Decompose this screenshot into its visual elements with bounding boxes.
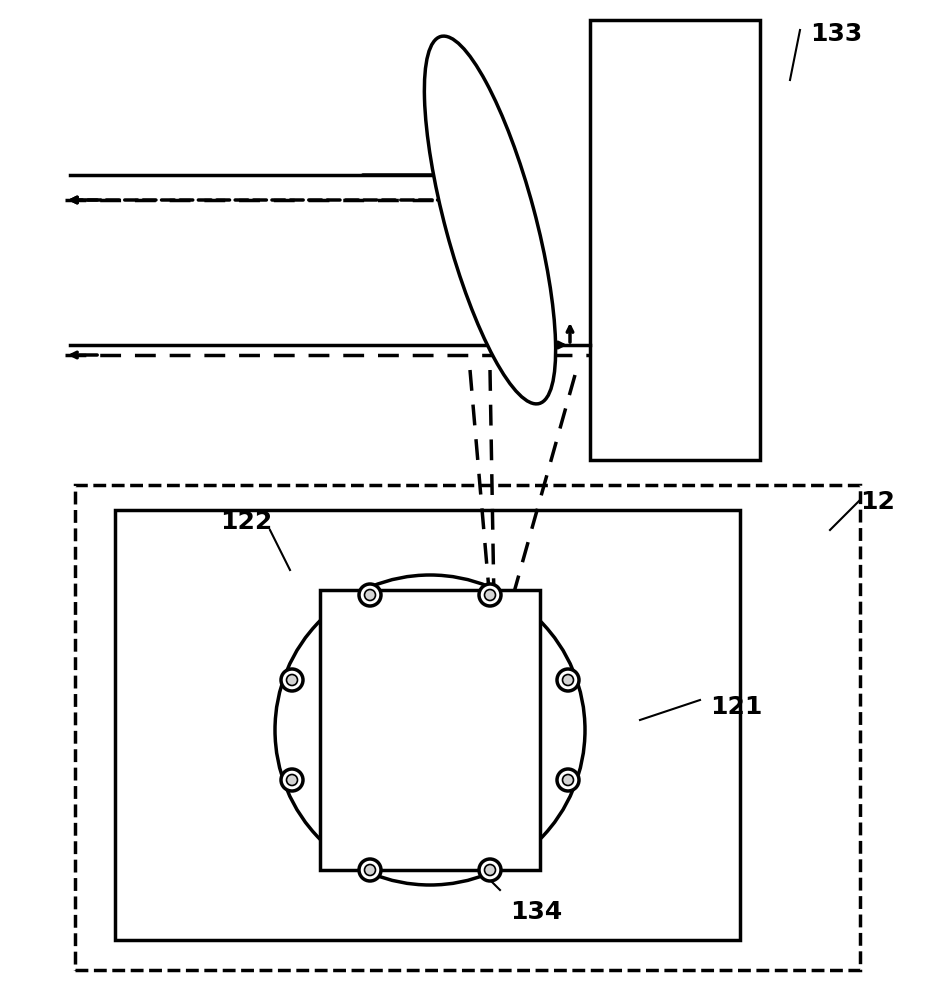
Text: 122: 122 [220, 510, 273, 534]
Text: 133: 133 [810, 22, 862, 46]
Circle shape [287, 774, 297, 786]
Ellipse shape [424, 36, 555, 404]
Circle shape [479, 584, 501, 606]
Circle shape [563, 774, 573, 786]
FancyBboxPatch shape [320, 590, 540, 870]
Circle shape [563, 674, 573, 686]
Text: 12: 12 [860, 490, 895, 514]
Circle shape [287, 674, 297, 686]
Circle shape [485, 864, 495, 876]
Text: 121: 121 [710, 695, 762, 719]
Circle shape [359, 859, 381, 881]
Circle shape [365, 864, 375, 876]
Circle shape [479, 859, 501, 881]
Circle shape [281, 769, 303, 791]
FancyBboxPatch shape [115, 510, 740, 940]
Circle shape [485, 589, 495, 600]
Circle shape [281, 669, 303, 691]
Circle shape [359, 584, 381, 606]
Circle shape [365, 589, 375, 600]
Circle shape [557, 769, 579, 791]
Circle shape [275, 575, 585, 885]
Text: 134: 134 [510, 900, 562, 924]
Circle shape [557, 669, 579, 691]
